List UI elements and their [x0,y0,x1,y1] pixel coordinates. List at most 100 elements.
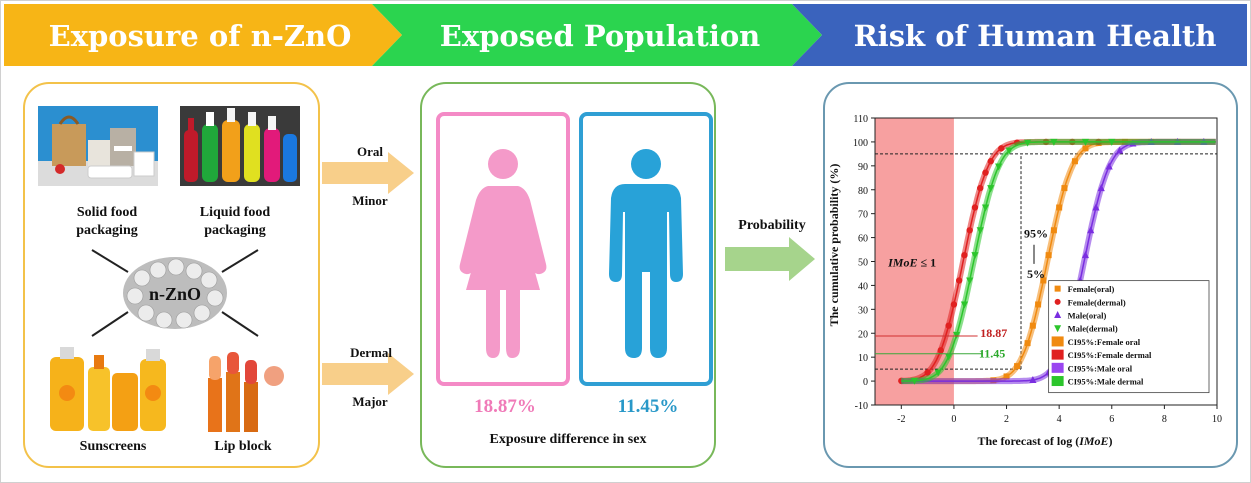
series-point [1023,139,1032,147]
x-tick-label: -2 [897,414,905,425]
legend-swatch [1051,362,1064,373]
series-point [1116,146,1124,154]
series-point [966,227,973,234]
x-tick-label: 2 [1004,414,1009,425]
x-tick-label: 4 [1057,414,1062,425]
series-point [1024,340,1031,347]
series-point [937,347,944,354]
series-point [1081,138,1090,146]
banner-arrows [4,4,1247,66]
series-point [998,145,1005,152]
banner-population-shape [372,4,822,66]
male-icon [609,149,683,358]
series-point [961,251,968,259]
oral-arrow [322,152,414,194]
legend-swatch [1051,349,1064,360]
series-point [1082,145,1089,152]
series-point [1061,185,1068,192]
legend-label: Male(dermal) [1068,324,1118,334]
y-tick-label: 70 [858,210,868,221]
series-point [960,301,969,309]
series-point [1029,375,1037,383]
solid-food-label-line2: packaging [76,223,138,238]
y-tick-label: 50 [858,258,868,269]
banner-exposure-text: Exposure of n-ZnO [48,18,352,53]
legend-label: CI95%:Male dermal [1068,377,1144,387]
y-tick-label: 40 [858,281,868,292]
legend-swatch [1054,298,1061,305]
series-point [950,301,958,308]
sunscreens-image [50,347,166,431]
series-point [1071,158,1078,165]
banner-population: Exposed Population [400,4,800,67]
probability-label: Probability [738,218,806,233]
series-point [976,227,984,235]
y-tick-label: 30 [858,305,868,316]
legend-swatch [1054,285,1061,292]
y-tick-label: 80 [858,186,868,197]
series-point [1105,162,1113,170]
series-point [945,353,953,361]
series-point [924,369,931,376]
nzno-label: n-ZnO [149,284,201,304]
series-point [1040,277,1047,284]
series-point [1045,252,1052,259]
chart-legend [1048,280,1210,394]
series-point [987,158,994,165]
liquid-food-label-line2: packaging [204,223,266,238]
y-tick-label: 60 [858,234,868,245]
y-tick-label: 100 [853,138,868,149]
cumulative-probability-chart: -10 0 10 20 30 40 50 60 70 80 90 100 110 -2 0 2 4 6 8 10 18.… [827,114,1222,448]
y-tick-label: 110 [853,114,868,125]
series-point [1108,138,1116,146]
banner-risk-text: Risk of Human Health [853,18,1217,53]
banner-exposure: Exposure of n-ZnO [14,4,386,67]
liquid-food-label: Liquid food packaging [180,204,290,240]
chart-y-axis-label: The cumulative probability (%) [827,164,841,327]
x-tick-label: 8 [1162,414,1167,425]
legend-label: CI95%:Female dermal [1068,350,1152,360]
series-point [971,204,979,211]
series-point [1035,301,1042,308]
series-point [982,169,989,176]
nzno-diagram: n-ZnO [91,249,259,337]
banner-risk-shape [792,4,1247,66]
series-point [1081,251,1090,259]
banner-exposure-shape [4,4,402,66]
p5-label: 5% [1027,267,1045,281]
probability-arrow [725,237,815,281]
y-tick-label: -10 [855,401,868,412]
legend-label: Female(oral) [1068,284,1115,294]
x-tick-label: 10 [1212,414,1222,425]
series-point [1087,226,1095,234]
chart-x-axis-label: The forecast of log (IMoE) [977,434,1112,448]
legend-label: Female(dermal) [1068,297,1126,307]
lip-block-image [208,352,284,432]
series-point [1029,322,1036,329]
series-point [987,185,995,193]
legend-swatch [1054,325,1062,333]
series-point [1050,227,1057,234]
series-point [934,369,942,377]
series-point [971,252,979,260]
male-card [579,112,713,386]
female-percentage: 18.87% [474,396,536,417]
legend-label: CI95%:Female oral [1068,337,1141,347]
female-icon [459,149,547,358]
liquid-food-packaging-image [180,106,300,186]
solid-food-packaging-image [38,106,158,186]
series-point [910,377,919,385]
female-card [436,112,570,386]
minor-label: Minor [352,193,388,208]
banner-population-text: Exposed Population [439,18,761,53]
lip-block-label: Lip block [214,439,272,454]
series-point [995,163,1003,171]
solid-food-label-line1: Solid food [76,205,138,220]
series-point [977,184,984,192]
series-point [952,331,961,339]
legend-swatch [1054,311,1062,319]
series-point [1097,184,1105,192]
legend-swatch [1051,376,1064,387]
y-tick-label: 20 [858,329,868,340]
male-annotation: 11.45 [979,347,1005,361]
